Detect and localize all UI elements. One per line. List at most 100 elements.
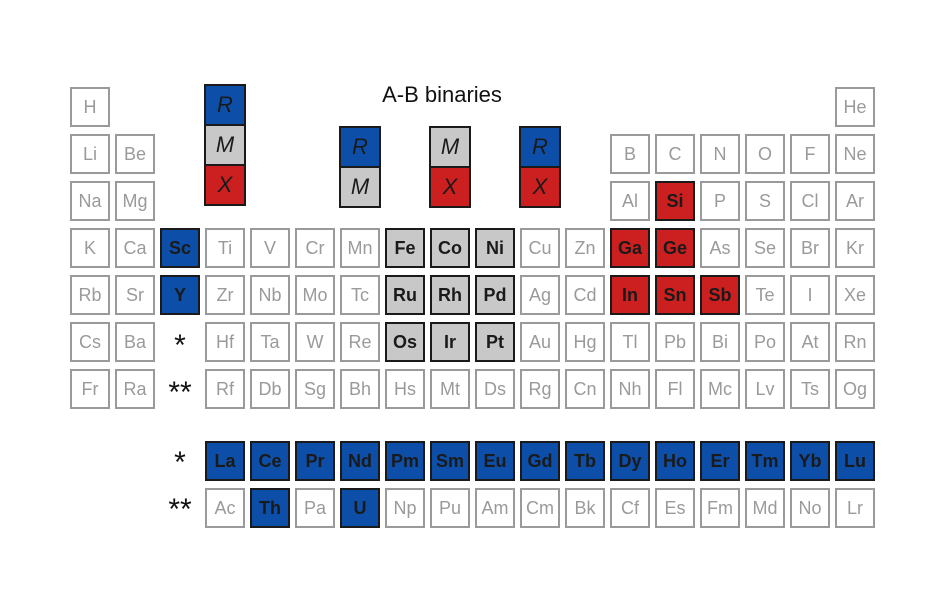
element-np: Np: [385, 488, 425, 528]
element-ga: Ga: [610, 228, 650, 268]
element-co: Co: [430, 228, 470, 268]
element-cr: Cr: [295, 228, 335, 268]
element-ta: Ta: [250, 322, 290, 362]
element-ac: Ac: [205, 488, 245, 528]
key-1-x: X: [204, 164, 246, 206]
element-hs: Hs: [385, 369, 425, 409]
element-kr: Kr: [835, 228, 875, 268]
element-s: S: [745, 181, 785, 221]
element-ds: Ds: [475, 369, 515, 409]
element-ti: Ti: [205, 228, 245, 268]
element-ge: Ge: [655, 228, 695, 268]
element-pd: Pd: [475, 275, 515, 315]
element-sr: Sr: [115, 275, 155, 315]
element-al: Al: [610, 181, 650, 221]
element-p: P: [700, 181, 740, 221]
element-sb: Sb: [700, 275, 740, 315]
element-nd: Nd: [340, 441, 380, 481]
lanthanide-marker-fblock: *: [174, 446, 186, 479]
key-2-m: M: [339, 166, 381, 208]
element-fe: Fe: [385, 228, 425, 268]
key-1-r: R: [204, 84, 246, 126]
element-tb: Tb: [565, 441, 605, 481]
element-pm: Pm: [385, 441, 425, 481]
element-ne: Ne: [835, 134, 875, 174]
element-dy: Dy: [610, 441, 650, 481]
element-na: Na: [70, 181, 110, 221]
element-as: As: [700, 228, 740, 268]
element-ra: Ra: [115, 369, 155, 409]
element-yb: Yb: [790, 441, 830, 481]
element-nb: Nb: [250, 275, 290, 315]
element-fl: Fl: [655, 369, 695, 409]
element-w: W: [295, 322, 335, 362]
element-sn: Sn: [655, 275, 695, 315]
element-pa: Pa: [295, 488, 335, 528]
element-ru: Ru: [385, 275, 425, 315]
actinide-marker-row7: **: [168, 376, 192, 409]
element-be: Be: [115, 134, 155, 174]
element-ca: Ca: [115, 228, 155, 268]
element-sc: Sc: [160, 228, 200, 268]
element-pu: Pu: [430, 488, 470, 528]
element-ar: Ar: [835, 181, 875, 221]
element-po: Po: [745, 322, 785, 362]
element-li: Li: [70, 134, 110, 174]
element-ho: Ho: [655, 441, 695, 481]
element-cf: Cf: [610, 488, 650, 528]
actinide-marker-fblock: **: [168, 493, 192, 526]
element-mg: Mg: [115, 181, 155, 221]
element-sm: Sm: [430, 441, 470, 481]
element-b: B: [610, 134, 650, 174]
element-at: At: [790, 322, 830, 362]
element-v: V: [250, 228, 290, 268]
element-br: Br: [790, 228, 830, 268]
element-k: K: [70, 228, 110, 268]
element-he: He: [835, 87, 875, 127]
element-bi: Bi: [700, 322, 740, 362]
element-rn: Rn: [835, 322, 875, 362]
element-lu: Lu: [835, 441, 875, 481]
key-4-x: X: [519, 166, 561, 208]
element-bk: Bk: [565, 488, 605, 528]
element-si: Si: [655, 181, 695, 221]
key-4-r: R: [519, 126, 561, 168]
element-zn: Zn: [565, 228, 605, 268]
element-i: I: [790, 275, 830, 315]
element-lr: Lr: [835, 488, 875, 528]
key-2-r: R: [339, 126, 381, 168]
element-la: La: [205, 441, 245, 481]
element-tl: Tl: [610, 322, 650, 362]
element-er: Er: [700, 441, 740, 481]
key-1-m: M: [204, 124, 246, 166]
element-tc: Tc: [340, 275, 380, 315]
element-am: Am: [475, 488, 515, 528]
element-bh: Bh: [340, 369, 380, 409]
element-th: Th: [250, 488, 290, 528]
element-u: U: [340, 488, 380, 528]
element-cl: Cl: [790, 181, 830, 221]
element-in: In: [610, 275, 650, 315]
element-pr: Pr: [295, 441, 335, 481]
element-h: H: [70, 87, 110, 127]
element-fr: Fr: [70, 369, 110, 409]
element-cm: Cm: [520, 488, 560, 528]
element-tm: Tm: [745, 441, 785, 481]
element-hf: Hf: [205, 322, 245, 362]
figure-title: A-B binaries: [382, 82, 502, 107]
element-sg: Sg: [295, 369, 335, 409]
element-ts: Ts: [790, 369, 830, 409]
element-cn: Cn: [565, 369, 605, 409]
key-3-m: M: [429, 126, 471, 168]
element-os: Os: [385, 322, 425, 362]
element-mo: Mo: [295, 275, 335, 315]
element-f: F: [790, 134, 830, 174]
element-gd: Gd: [520, 441, 560, 481]
element-no: No: [790, 488, 830, 528]
element-ir: Ir: [430, 322, 470, 362]
element-o: O: [745, 134, 785, 174]
element-fm: Fm: [700, 488, 740, 528]
element-zr: Zr: [205, 275, 245, 315]
element-rh: Rh: [430, 275, 470, 315]
